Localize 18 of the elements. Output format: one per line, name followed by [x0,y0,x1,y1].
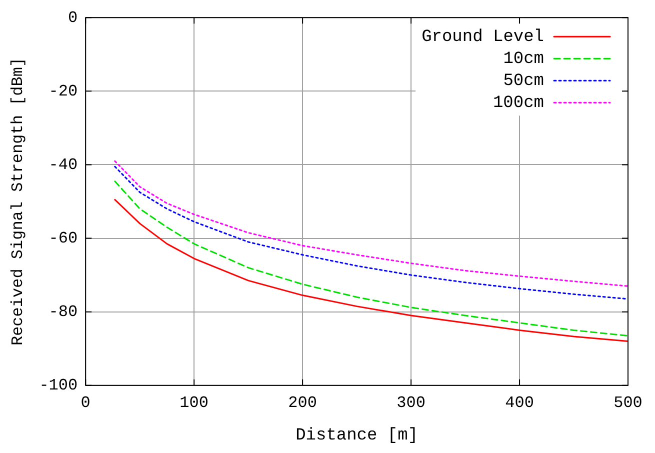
x-tick-label: 300 [396,394,426,412]
y-tick-label: 0 [68,8,78,27]
legend-label: Ground Level [422,28,544,48]
y-tick-label: -60 [48,230,78,248]
x-tick-label: 200 [288,394,317,412]
x-tick-label: 100 [180,394,208,412]
y-tick-label: -40 [48,156,78,174]
y-tick-label: -100 [39,376,78,395]
y-tick-label: -80 [48,303,78,322]
x-tick-label: 500 [614,394,642,412]
y-axis-title: Received Signal Strength [dBm] [8,57,27,346]
x-tick-label: 400 [505,394,534,412]
legend-label: 100cm [492,94,544,114]
y-tick-label: -20 [48,82,78,100]
x-tick-label: 0 [80,394,90,412]
x-axis-title: Distance [m] [296,426,418,446]
legend-label: 10cm [503,50,544,70]
legend-label: 50cm [503,72,544,92]
